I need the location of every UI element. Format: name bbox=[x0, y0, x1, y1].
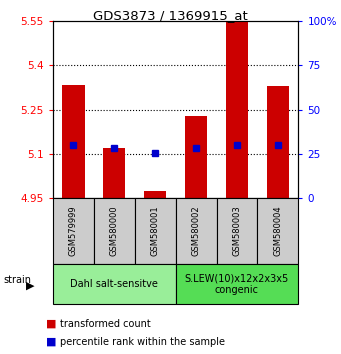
Text: GDS3873 / 1369915_at: GDS3873 / 1369915_at bbox=[93, 9, 248, 22]
Text: ■: ■ bbox=[46, 319, 57, 329]
Text: strain: strain bbox=[3, 275, 31, 285]
Text: S.LEW(10)x12x2x3x5
congenic: S.LEW(10)x12x2x3x5 congenic bbox=[185, 273, 289, 295]
Text: ▶: ▶ bbox=[26, 281, 34, 291]
Text: GSM580000: GSM580000 bbox=[110, 206, 119, 256]
Text: GSM580002: GSM580002 bbox=[192, 206, 201, 256]
Text: GSM580001: GSM580001 bbox=[151, 206, 160, 256]
Bar bbox=[185, 116, 207, 198]
Bar bbox=[144, 191, 166, 198]
Text: GSM580004: GSM580004 bbox=[273, 206, 282, 256]
Bar bbox=[103, 148, 125, 198]
Bar bbox=[226, 17, 248, 198]
Text: GSM580003: GSM580003 bbox=[233, 206, 241, 256]
Text: transformed count: transformed count bbox=[60, 319, 150, 329]
Text: ■: ■ bbox=[46, 337, 57, 347]
Bar bbox=[267, 86, 289, 198]
Bar bbox=[62, 85, 85, 198]
Text: GSM579999: GSM579999 bbox=[69, 206, 78, 256]
Text: Dahl salt-sensitve: Dahl salt-sensitve bbox=[70, 279, 158, 289]
Text: percentile rank within the sample: percentile rank within the sample bbox=[60, 337, 225, 347]
